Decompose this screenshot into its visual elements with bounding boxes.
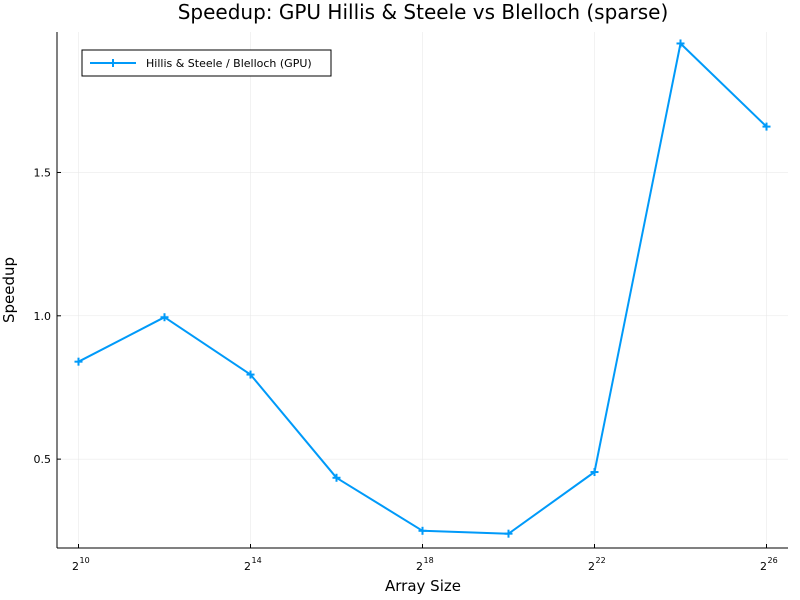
x-tick-label: 2 [416,560,423,573]
x-tick-label: 2 [760,560,767,573]
x-tick-exponent: 14 [252,556,262,565]
data-point [74,357,83,366]
data-point [418,526,427,535]
data-point [160,313,169,322]
x-tick-exponent: 18 [424,556,434,565]
y-tick-label: 0.5 [34,453,52,466]
y-tick-label: 1.0 [34,310,52,323]
x-axis-title: Array Size [385,577,461,595]
data-point [676,39,685,48]
data-point [590,468,599,477]
x-tick-label: 2 [244,560,251,573]
y-ticks: 0.5 1.0 1.5 [34,166,61,466]
x-tick-exponent: 26 [768,556,778,565]
grid [57,32,788,548]
y-tick-label: 1.5 [34,166,52,179]
x-ticks: 2 10 2 14 2 18 2 22 2 26 [72,544,778,573]
legend: Hillis & Steele / Blelloch (GPU) [81,49,332,77]
x-tick-exponent: 10 [80,556,90,565]
series-group [74,39,771,538]
legend-label: Hillis & Steele / Blelloch (GPU) [146,57,312,70]
y-axis-title: Speedup [0,257,18,323]
data-point [762,122,771,131]
x-tick-label: 2 [588,560,595,573]
chart-title: Speedup: GPU Hillis & Steele vs Blelloch… [178,0,669,24]
data-point [332,473,341,482]
x-tick-exponent: 22 [596,556,606,565]
data-point [246,370,255,379]
legend-marker [109,59,117,67]
data-point [504,529,513,538]
x-tick-label: 2 [72,560,79,573]
